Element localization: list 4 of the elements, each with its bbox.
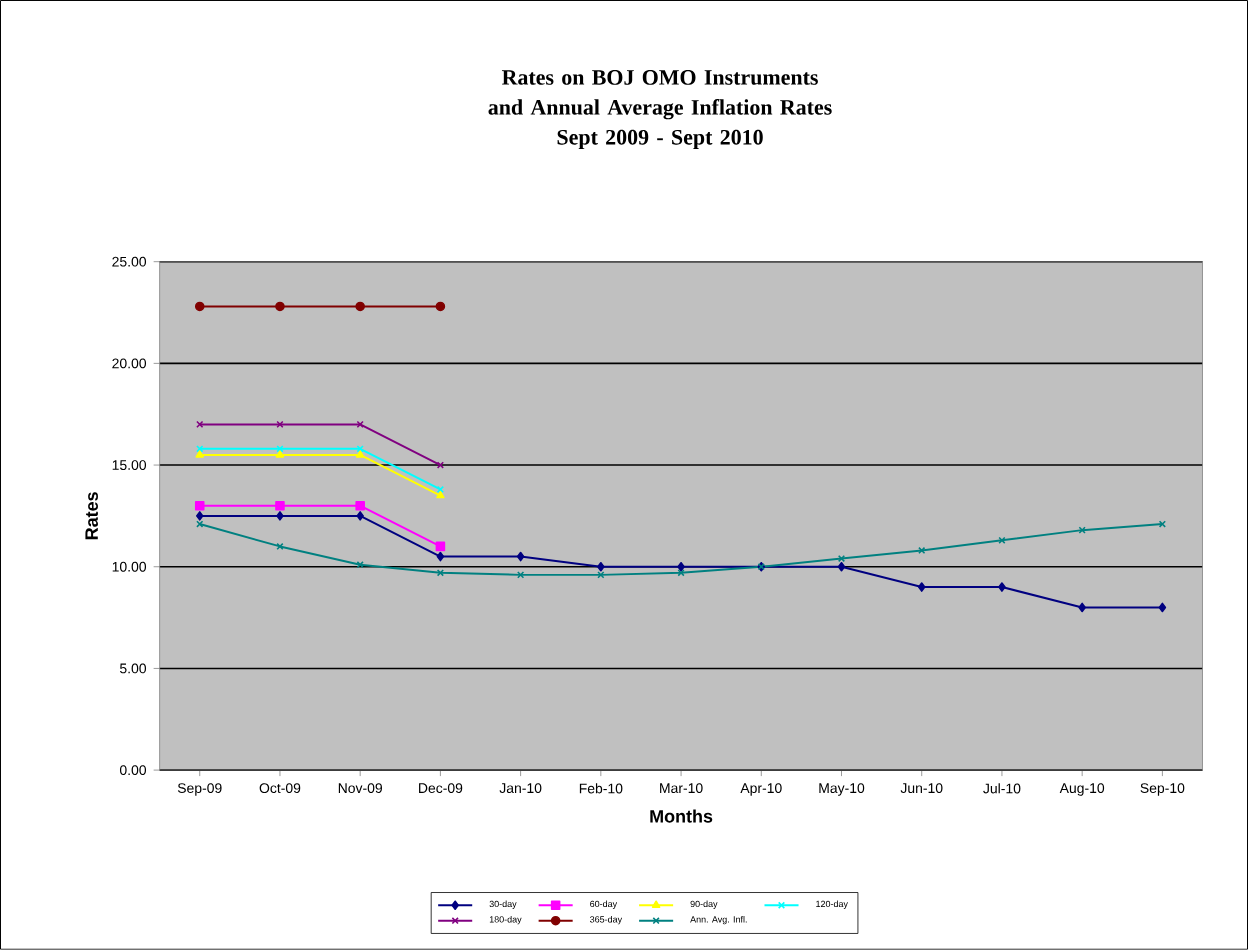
chart-subtitle: Sept 2009 - Sept 2010 <box>557 129 763 150</box>
y-axis-title: Rates <box>85 492 98 540</box>
x-axis-title: Months <box>650 809 713 823</box>
chart-title: Rates on BOJ OMO Instruments and Annual Average Inflation Rates <box>488 70 832 120</box>
